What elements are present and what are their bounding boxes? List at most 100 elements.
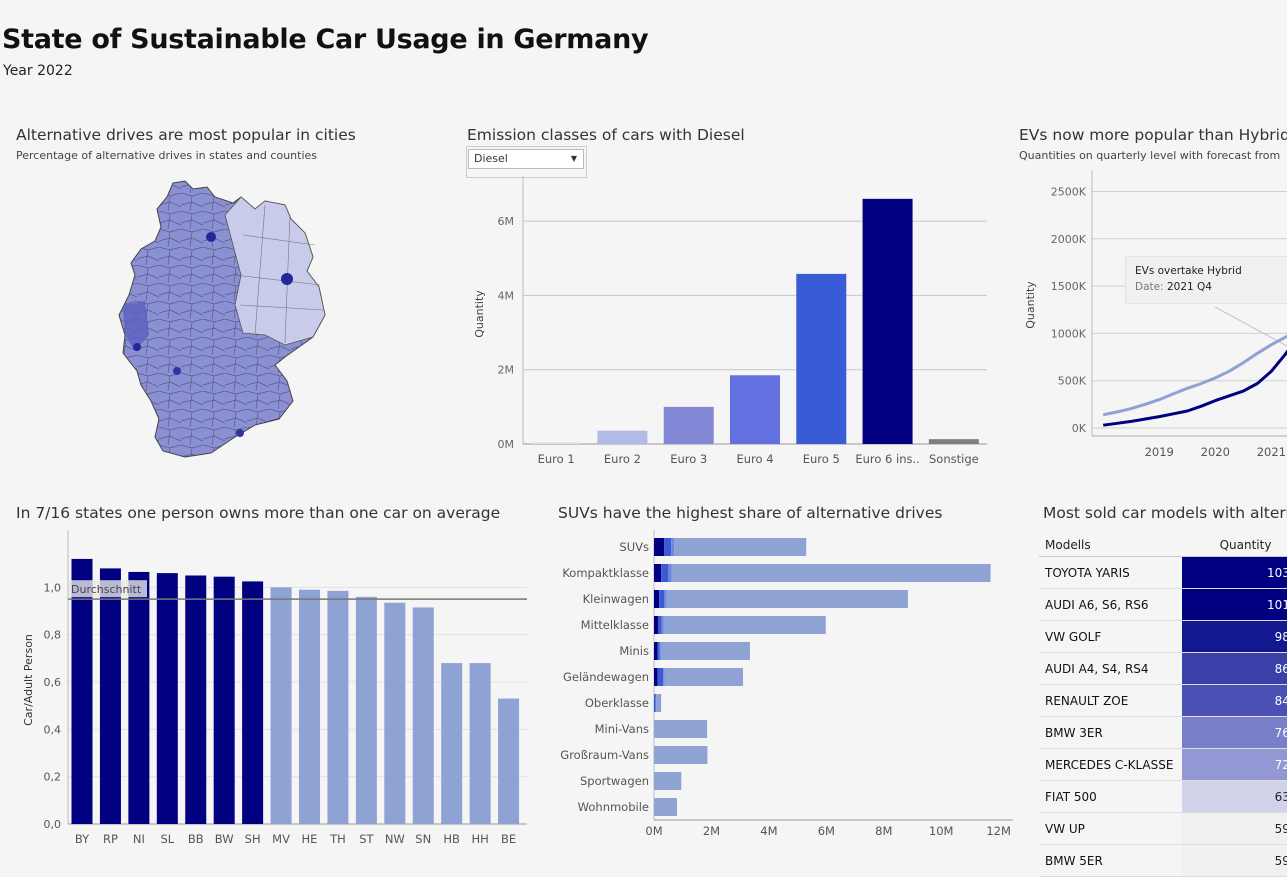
emission-ytick-label: 2M — [498, 364, 515, 377]
own-xtick-label: BB — [188, 832, 204, 846]
suv-bar-segment[interactable] — [661, 616, 664, 634]
emission-chart[interactable]: 0M 2M 4M 6M Quantity Euro 1 Euro 2 Euro 3 Euro 4… — [465, 176, 995, 476]
suv-bar-segment[interactable] — [654, 720, 708, 738]
model-name: VW GOLF — [1039, 620, 1182, 653]
suv-bar-segment[interactable] — [654, 772, 682, 790]
emission-bar[interactable] — [730, 375, 780, 444]
suv-bar-segment[interactable] — [654, 668, 658, 686]
own-xtick-label: RP — [103, 832, 118, 846]
east-region[interactable] — [224, 196, 326, 346]
suv-bar-segment[interactable] — [659, 642, 661, 660]
own-bar[interactable] — [498, 698, 520, 824]
city-cologne — [133, 343, 141, 351]
suv-bar-segment[interactable] — [668, 564, 672, 582]
model-name: AUDI A4, S4, RS4 — [1039, 652, 1182, 685]
own-bar[interactable] — [71, 558, 93, 824]
suv-bar-segment[interactable] — [660, 642, 750, 660]
suv-bar-segment[interactable] — [654, 616, 659, 634]
own-bar[interactable] — [384, 602, 406, 824]
ev-line[interactable] — [1102, 335, 1287, 427]
models-table: Modells Quantity TOYOTA YARIS103.22AUDI … — [1039, 534, 1287, 877]
own-bar[interactable] — [327, 590, 349, 824]
own-bar[interactable] — [299, 589, 320, 824]
models-panel-title: Most sold car models with altern — [1043, 504, 1287, 522]
suv-bar-segment[interactable] — [671, 538, 675, 556]
suv-category-label: SUVs — [619, 540, 649, 554]
own-xtick-label: SH — [245, 832, 261, 846]
own-xtick-label: NI — [133, 832, 145, 846]
own-bar[interactable] — [469, 663, 491, 824]
own-bar[interactable] — [270, 587, 292, 824]
emission-bar[interactable] — [796, 273, 847, 444]
map-panel-title: Alternative drives are most popular in c… — [16, 126, 356, 144]
suv-bar-segment[interactable] — [661, 564, 669, 582]
emission-bar[interactable] — [663, 406, 714, 444]
own-xtick-label: HH — [471, 832, 488, 846]
emission-bar[interactable] — [928, 439, 979, 444]
west-dark — [123, 301, 149, 351]
model-quantity: 101.81 — [1182, 588, 1287, 621]
tooltip-title: EVs overtake Hybrid — [1135, 265, 1242, 277]
model-quantity: 76.48 — [1182, 716, 1287, 749]
own-bar[interactable] — [355, 596, 377, 824]
models-table-wrap: Modells Quantity TOYOTA YARIS103.22AUDI … — [1039, 534, 1287, 877]
own-bar[interactable] — [185, 575, 207, 825]
own-bar[interactable] — [156, 573, 178, 824]
emission-bar[interactable] — [862, 198, 913, 444]
suv-bar-segment[interactable] — [663, 668, 665, 686]
hybrid-line[interactable] — [1102, 331, 1287, 417]
ownership-chart[interactable]: 0,0 0,2 0,4 0,6 0,8 1,0 Car/Adult Person BY RP NI… — [15, 530, 535, 855]
col-header-model[interactable]: Modells — [1039, 534, 1182, 557]
suv-bar-segment[interactable] — [654, 590, 660, 608]
ev-xtick-label: 2019 — [1145, 445, 1174, 459]
own-bar[interactable] — [441, 663, 463, 824]
suv-bar-segment[interactable] — [654, 564, 662, 582]
map-panel-subtitle: Percentage of alternative drives in stat… — [16, 149, 318, 162]
suv-bar-segment[interactable] — [664, 590, 667, 608]
suv-bar-segment[interactable] — [656, 694, 662, 712]
suv-bar-segment[interactable] — [654, 642, 658, 660]
own-ytick-label: 0,0 — [44, 818, 62, 831]
fuel-filter-dropdown[interactable]: Diesel ▼ — [468, 149, 584, 169]
suv-bar-segment[interactable] — [666, 590, 908, 608]
own-bar[interactable] — [128, 571, 150, 824]
reference-label: Durchschnitt — [71, 583, 142, 596]
suv-bar-segment[interactable] — [657, 668, 664, 686]
suv-bar-segment[interactable] — [664, 538, 672, 556]
col-header-quantity[interactable]: Quantity — [1182, 534, 1287, 557]
ev-line-chart[interactable]: 0K 500K 1000K 1500K 2000K 2500K Quantity 2019 20… — [1015, 170, 1287, 470]
suv-bar-segment[interactable] — [657, 642, 660, 660]
suv-bar-segment[interactable] — [654, 694, 656, 712]
own-bar[interactable] — [412, 607, 434, 824]
suv-bar-segment[interactable] — [658, 616, 662, 634]
suv-chart[interactable]: 0M 2M 4M 6M 8M 10M 12M SUVs Kompaktklasse Kleinwa… — [548, 530, 1018, 855]
suv-panel-title: SUVs have the highest share of alternati… — [558, 504, 943, 522]
suv-bar-segment[interactable] — [674, 538, 807, 556]
own-bar[interactable] — [99, 568, 121, 824]
emission-bar[interactable] — [531, 442, 582, 444]
suv-bar-segment[interactable] — [663, 616, 826, 634]
own-bar[interactable] — [213, 576, 235, 824]
emission-bar[interactable] — [597, 430, 648, 444]
suv-bar-segment[interactable] — [654, 538, 665, 556]
suv-bar-segment[interactable] — [664, 668, 744, 686]
suv-bar-segment[interactable] — [659, 590, 665, 608]
suv-bar-segment[interactable] — [655, 694, 657, 712]
suv-bar-segment[interactable] — [671, 564, 991, 582]
suv-bar-segment[interactable] — [654, 746, 708, 764]
own-ytick-label: 0,4 — [44, 723, 62, 736]
suv-bar-segment[interactable] — [654, 798, 677, 816]
germany-map[interactable] — [115, 175, 335, 465]
own-bar[interactable] — [242, 581, 264, 824]
dropdown-arrow-icon[interactable]: ▼ — [570, 154, 577, 163]
